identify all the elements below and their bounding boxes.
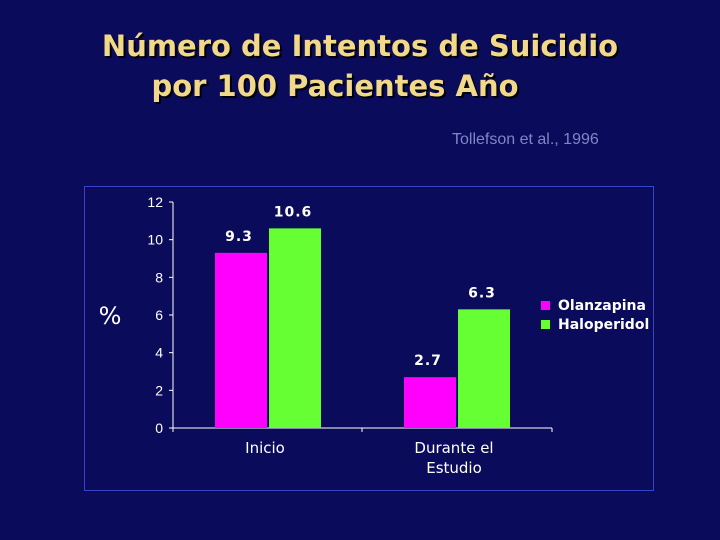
x-category-label: Estudio	[426, 459, 482, 477]
bar-haloperidol	[458, 309, 510, 428]
legend-item-haloperidol: Haloperidol	[558, 317, 649, 333]
data-label: 9.3	[225, 229, 253, 245]
title-line-2: por 100 Pacientes Año	[151, 69, 519, 103]
legend-item-olanzapina: Olanzapina	[558, 298, 646, 314]
data-label: 2.7	[414, 353, 442, 369]
title-line-1: Número de Intentos de Suicidio	[101, 29, 619, 63]
y-tick-label: 4	[155, 345, 163, 361]
citation: Tollefson et al., 1996	[452, 131, 599, 148]
x-category-label: Inicio	[245, 439, 285, 457]
legend-swatch	[541, 301, 550, 310]
data-label: 10.6	[274, 204, 313, 220]
bar-olanzapina	[215, 252, 267, 428]
y-tick-label: 12	[147, 194, 163, 210]
x-category-label: Durante el	[414, 439, 493, 457]
y-tick-label: 2	[155, 382, 163, 398]
bar-haloperidol	[269, 228, 321, 428]
y-axis-label: %	[99, 302, 122, 330]
y-tick-label: 0	[155, 420, 163, 436]
legend-swatch	[541, 320, 550, 329]
chart-frame	[84, 186, 654, 491]
data-label: 6.3	[468, 285, 496, 301]
y-tick-label: 8	[155, 269, 163, 285]
slide-title: Número de Intentos de Suicidio por 100 P…	[0, 26, 720, 106]
bar-olanzapina	[404, 377, 456, 428]
y-tick-label: 10	[147, 232, 163, 248]
y-tick-label: 6	[155, 307, 163, 323]
